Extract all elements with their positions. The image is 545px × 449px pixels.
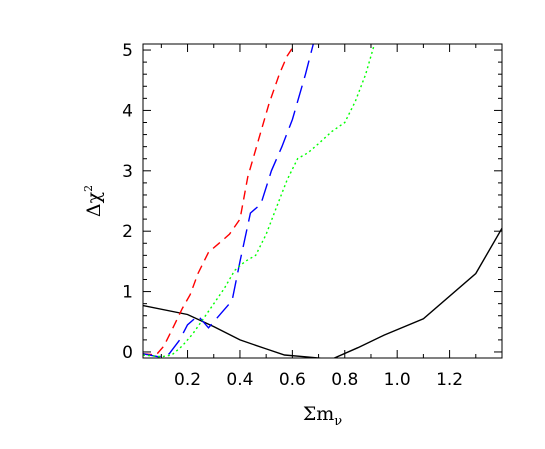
y-tick-label: 3	[122, 162, 133, 182]
y-tick-label: 5	[122, 41, 133, 61]
y-axis-label-superscript: 2	[82, 185, 95, 192]
plot-frame	[142, 43, 503, 359]
series-line-3	[143, 44, 314, 358]
axes-layer: 0.2 0.4 0.6 0.8 1.0 1.2 0 1 2 3 4 5	[122, 41, 503, 390]
x-tick-label: 1.2	[436, 370, 463, 390]
series-line-4	[143, 46, 375, 358]
x-tick-label: 0.8	[331, 370, 358, 390]
y-tick-label: 0	[122, 343, 133, 363]
series-line-2	[143, 44, 296, 356]
y-tick-label: 2	[122, 222, 133, 242]
x-tick-label: 0.2	[174, 370, 201, 390]
series-layer	[143, 44, 502, 358]
x-axis-label: Σmν	[303, 403, 342, 429]
series-line-1	[143, 227, 502, 358]
y-axis-label: Δχ2	[82, 185, 105, 217]
y-tick-label: 4	[122, 101, 133, 121]
x-tick-label: 0.4	[226, 370, 253, 390]
y-tick-label: 1	[122, 283, 133, 303]
x-axis-label-subscript: ν	[334, 414, 342, 429]
x-tick-label: 1.0	[384, 370, 411, 390]
x-tick-label: 0.6	[279, 370, 306, 390]
x-axis-label-main: Σm	[303, 403, 334, 425]
y-axis-label-main: Δχ	[83, 191, 105, 217]
